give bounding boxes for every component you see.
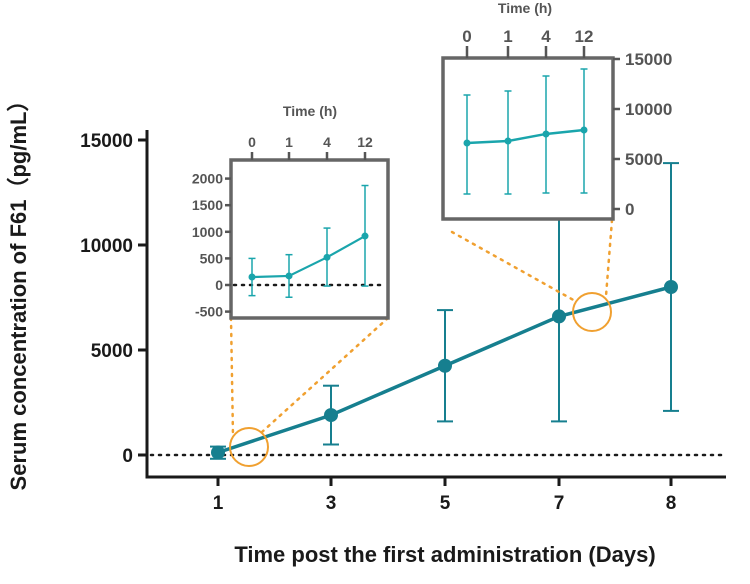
inset-x-tick-label: 4: [541, 27, 551, 46]
leader-line-late-right: [604, 218, 614, 298]
inset-x-tick-label: 1: [285, 134, 293, 150]
x-tick-label: 8: [666, 493, 677, 514]
data-point: [211, 445, 225, 460]
inset-y-tick-label: 15000: [625, 50, 672, 69]
inset-late-y-ticks: 0 5000 10000 15000: [613, 50, 672, 219]
zoom-circle-late: [572, 292, 612, 332]
inset-y-tick-label: 500: [200, 250, 224, 266]
inset-late-x-ticks: 0 1 4 12: [462, 27, 593, 58]
data-point: [248, 273, 256, 281]
y-tick-label: 0: [122, 446, 133, 467]
data-point: [542, 130, 550, 138]
inset-late-series: [463, 68, 588, 195]
inset-y-tick-label: 1000: [192, 224, 223, 240]
y-tick-label: 15000: [80, 131, 133, 152]
inset-early-x-ticks: 0 1 4 12: [248, 134, 373, 160]
data-point: [463, 139, 471, 147]
inset-y-tick-label: 1500: [192, 197, 223, 213]
inset-y-tick-label: 2000: [192, 171, 223, 187]
series-line: [466, 128, 585, 145]
inset-y-tick-label: 5000: [625, 150, 663, 169]
x-tick-label: 3: [326, 493, 337, 514]
inset-late-timepoints: 0 5000 10000 15000 0 1 4 12 Time (h): [441, 0, 672, 221]
data-point: [664, 280, 678, 294]
inset-x-tick-label: 12: [575, 27, 594, 46]
inset-early-series: [248, 184, 369, 298]
data-point: [361, 232, 369, 240]
x-tick-label: 1: [213, 493, 224, 514]
x-tick-label: 5: [440, 493, 451, 514]
inset-early-x-title: Time (h): [283, 103, 337, 119]
inset-y-tick-label: 0: [215, 277, 223, 293]
data-point: [438, 358, 452, 373]
y-axis-ticks: 0 5000 10000 15000: [80, 131, 147, 467]
data-point: [552, 309, 566, 324]
inset-late-x-title: Time (h): [498, 0, 552, 16]
inset-x-tick-label: 12: [357, 134, 373, 150]
x-axis-ticks: 1 3 5 7 8: [213, 477, 677, 514]
y-tick-label: 5000: [91, 341, 133, 362]
inset-x-tick-label: 4: [323, 134, 331, 150]
x-axis-title: Time post the first administration (Days…: [234, 542, 655, 567]
zoom-markers: [229, 218, 614, 467]
inset-y-tick-label: 0: [625, 200, 634, 219]
leader-line-late-left: [450, 230, 579, 304]
inset-y-tick-label: 10000: [625, 100, 672, 119]
y-tick-label: 10000: [80, 236, 133, 257]
inset-y-tick-label: -500: [195, 304, 223, 320]
y-axis-title: Serum concentration of F61（pg/mL）: [6, 90, 31, 491]
data-point: [580, 126, 588, 134]
data-point: [324, 408, 338, 423]
leader-line-early-left: [229, 316, 235, 439]
x-tick-label: 7: [554, 493, 565, 514]
inset-early-timepoints: -500 0 500 1000 1500 2000 0 1 4 12 Time (h): [192, 103, 390, 320]
series-line: [251, 235, 366, 279]
inset-x-tick-label: 1: [503, 27, 512, 46]
zoom-circle-early: [229, 427, 269, 467]
data-point: [285, 272, 293, 280]
inset-x-tick-label: 0: [462, 27, 471, 46]
inset-x-tick-label: 0: [248, 134, 256, 150]
inset-early-y-ticks: -500 0 500 1000 1500 2000: [192, 171, 231, 320]
data-point: [504, 137, 512, 145]
data-point: [323, 253, 331, 261]
